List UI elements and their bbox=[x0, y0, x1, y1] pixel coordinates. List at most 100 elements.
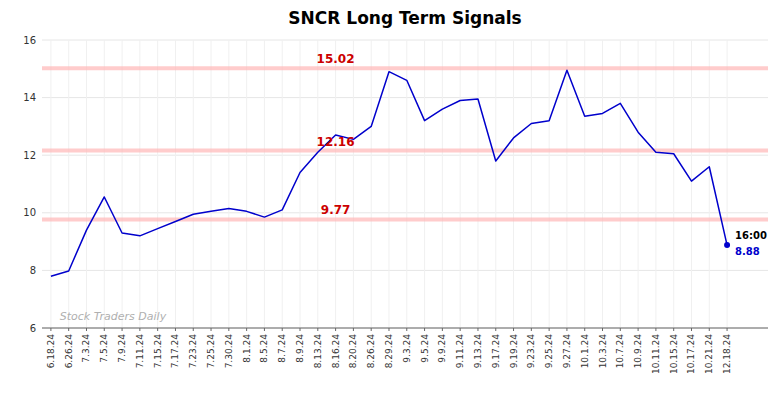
grid-line-y bbox=[42, 40, 768, 41]
title: SNCR Long Term Signals bbox=[288, 8, 521, 28]
x-tick-label: 7.5.24 bbox=[99, 334, 109, 363]
grid-line-x bbox=[388, 40, 389, 328]
y-tick-label: 16 bbox=[23, 35, 36, 46]
x-tick bbox=[300, 328, 301, 331]
grid-line-x bbox=[104, 40, 105, 328]
grid-line-y bbox=[42, 97, 768, 98]
grid-line-x bbox=[68, 40, 69, 328]
price-line bbox=[51, 70, 727, 276]
x-tick bbox=[246, 328, 247, 331]
reference-line bbox=[42, 217, 768, 221]
x-tick-label: 10.1.24 bbox=[580, 334, 590, 369]
grid-line-x bbox=[139, 40, 140, 328]
x-tick-label: 9.27.24 bbox=[562, 334, 572, 369]
grid-line-x bbox=[300, 40, 301, 328]
grid-line-x bbox=[282, 40, 283, 328]
grid-line-x bbox=[620, 40, 621, 328]
grid-line-x bbox=[424, 40, 425, 328]
x-tick bbox=[211, 328, 212, 331]
grid-line-x bbox=[86, 40, 87, 328]
grid-line-x bbox=[122, 40, 123, 328]
grid-line-x bbox=[264, 40, 265, 328]
x-tick-label: 10.21.24 bbox=[704, 334, 714, 374]
grid-line-x bbox=[495, 40, 496, 328]
x-tick-label: 7.11.24 bbox=[135, 334, 145, 369]
grid-line-x bbox=[317, 40, 318, 328]
grid-line-y bbox=[42, 212, 768, 213]
reference-label: 12.16 bbox=[317, 135, 355, 149]
x-tick-label: 9.11.24 bbox=[455, 334, 465, 369]
grid-line-x bbox=[709, 40, 710, 328]
x-tick-label: 8.26.24 bbox=[366, 334, 376, 369]
grid-line-x bbox=[460, 40, 461, 328]
x-tick-label: 9.19.24 bbox=[509, 334, 519, 369]
x-tick bbox=[638, 328, 639, 331]
x-tick bbox=[460, 328, 461, 331]
x-tick-label: 10.17.24 bbox=[686, 334, 696, 374]
x-tick-label: 9.13.24 bbox=[473, 334, 483, 369]
x-tick bbox=[727, 328, 728, 331]
grid-line-x bbox=[584, 40, 585, 328]
grid bbox=[42, 40, 768, 328]
x-tick bbox=[584, 328, 585, 331]
x-tick bbox=[495, 328, 496, 331]
x-tick-label: 8.13.24 bbox=[313, 334, 323, 369]
grid-line-x bbox=[673, 40, 674, 328]
x-tick-label: 6.18.24 bbox=[46, 334, 56, 369]
x-tick bbox=[371, 328, 372, 331]
x-tick bbox=[175, 328, 176, 331]
x-tick bbox=[193, 328, 194, 331]
grid-line-x bbox=[602, 40, 603, 328]
x-tick-label: 8.9.24 bbox=[295, 334, 305, 363]
x-tick bbox=[655, 328, 656, 331]
x-tick-label: 8.7.24 bbox=[277, 334, 287, 363]
x-tick-label: 10.9.24 bbox=[633, 334, 643, 369]
plot-area bbox=[42, 68, 768, 276]
grid-line-x bbox=[566, 40, 567, 328]
x-tick bbox=[228, 328, 229, 331]
x-tick-label: 7.25.24 bbox=[206, 334, 216, 369]
x-tick bbox=[424, 328, 425, 331]
grid-line-y bbox=[42, 270, 768, 271]
x-tick-label: 6.26.24 bbox=[64, 334, 74, 369]
chart: 68101214166.18.246.26.247.3.247.5.247.9.… bbox=[0, 0, 784, 398]
x-tick-label: 7.3.24 bbox=[81, 334, 91, 363]
reference-label: 15.02 bbox=[317, 52, 355, 66]
x-tick bbox=[709, 328, 710, 331]
x-tick bbox=[566, 328, 567, 331]
x-tick bbox=[549, 328, 550, 331]
x-tick-label: 9.25.24 bbox=[544, 334, 554, 369]
last-time-label: 16:00 bbox=[735, 230, 767, 241]
x-tick bbox=[673, 328, 674, 331]
grid-line-x bbox=[549, 40, 550, 328]
x-tick-label: 9.3.24 bbox=[402, 334, 412, 363]
x-tick-label: 10.3.24 bbox=[598, 334, 608, 369]
y-tick-label: 8 bbox=[30, 265, 36, 276]
x-tick bbox=[531, 328, 532, 331]
x-tick bbox=[104, 328, 105, 331]
grid-line-x bbox=[211, 40, 212, 328]
x-axis-line bbox=[42, 328, 768, 329]
x-tick bbox=[620, 328, 621, 331]
x-tick bbox=[353, 328, 354, 331]
y-tick-label: 10 bbox=[23, 207, 36, 218]
x-tick-label: 9.5.24 bbox=[420, 334, 430, 363]
y-tick-label: 6 bbox=[30, 323, 36, 334]
x-tick bbox=[50, 328, 51, 331]
grid-line-x bbox=[371, 40, 372, 328]
grid-line-x bbox=[193, 40, 194, 328]
x-tick-label: 10.7.24 bbox=[615, 334, 625, 369]
grid-line-x bbox=[335, 40, 336, 328]
x-tick-label: 9.23.24 bbox=[526, 334, 536, 369]
x-tick bbox=[282, 328, 283, 331]
x-tick-label: 7.17.24 bbox=[170, 334, 180, 369]
x-tick bbox=[86, 328, 87, 331]
grid-line-x bbox=[175, 40, 176, 328]
x-tick-label: 7.15.24 bbox=[153, 334, 163, 369]
x-tick-label: 7.30.24 bbox=[224, 334, 234, 369]
x-tick-label: 8.20.24 bbox=[348, 334, 358, 369]
reference-line bbox=[42, 66, 768, 70]
x-tick bbox=[157, 328, 158, 331]
x-tick bbox=[317, 328, 318, 331]
grid-line-y bbox=[42, 155, 768, 156]
